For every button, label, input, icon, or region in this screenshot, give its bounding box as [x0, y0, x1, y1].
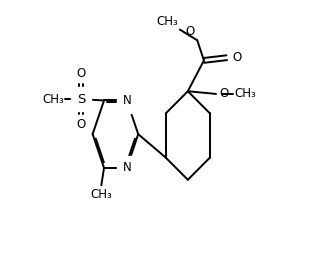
Text: O: O: [219, 88, 229, 101]
Text: CH₃: CH₃: [157, 15, 178, 28]
Text: CH₃: CH₃: [235, 88, 257, 101]
Text: O: O: [233, 51, 242, 64]
Text: CH₃: CH₃: [90, 188, 112, 201]
Text: S: S: [77, 93, 85, 106]
Text: CH₃: CH₃: [42, 93, 64, 106]
Text: N: N: [122, 94, 131, 107]
Text: O: O: [77, 67, 86, 80]
Text: O: O: [77, 118, 86, 131]
Text: N: N: [122, 161, 131, 174]
Text: O: O: [185, 25, 195, 38]
